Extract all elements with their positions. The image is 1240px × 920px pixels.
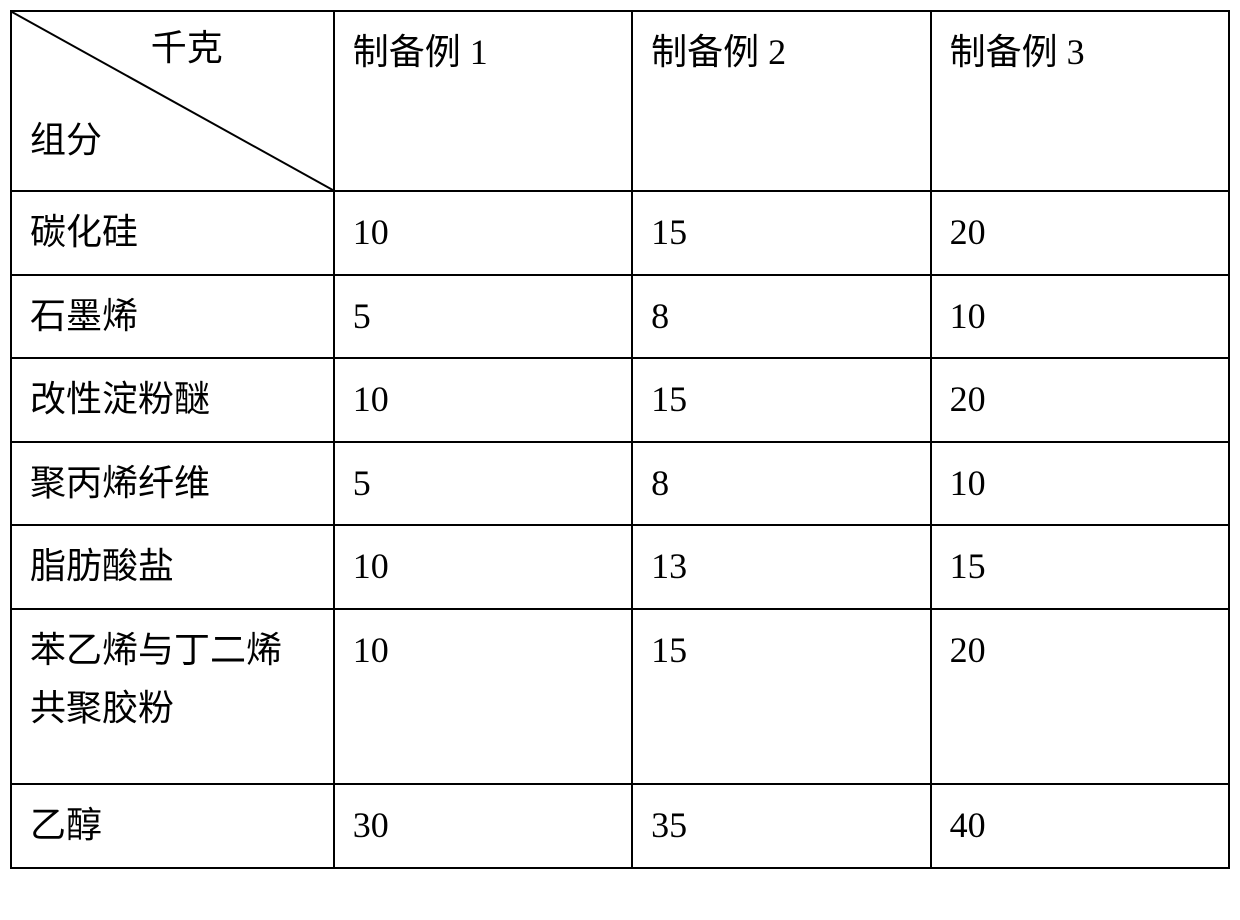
row-label: 碳化硅 xyxy=(11,191,334,275)
cell-value: 40 xyxy=(931,784,1229,868)
cell-value: 20 xyxy=(931,191,1229,275)
row-label: 苯乙烯与丁二烯共聚胶粉 xyxy=(11,609,334,784)
row-label: 乙醇 xyxy=(11,784,334,868)
table-header-row: 千克 组分 制备例 1 制备例 2 制备例 3 xyxy=(11,11,1229,191)
column-header-2: 制备例 2 xyxy=(632,11,930,191)
table-row: 石墨烯 5 8 10 xyxy=(11,275,1229,359)
table-row: 脂肪酸盐 10 13 15 xyxy=(11,525,1229,609)
row-label: 脂肪酸盐 xyxy=(11,525,334,609)
cell-value: 13 xyxy=(632,525,930,609)
diagonal-header-cell: 千克 组分 xyxy=(11,11,334,191)
cell-value: 20 xyxy=(931,609,1229,784)
table-row: 聚丙烯纤维 5 8 10 xyxy=(11,442,1229,526)
cell-value: 30 xyxy=(334,784,632,868)
table-row: 改性淀粉醚 10 15 20 xyxy=(11,358,1229,442)
table-row: 苯乙烯与丁二烯共聚胶粉 10 15 20 xyxy=(11,609,1229,784)
cell-value: 8 xyxy=(632,275,930,359)
cell-value: 10 xyxy=(931,275,1229,359)
cell-value: 20 xyxy=(931,358,1229,442)
composition-table-container: 千克 组分 制备例 1 制备例 2 制备例 3 碳化硅 10 15 20 石墨烯… xyxy=(10,10,1230,869)
table-row: 乙醇 30 35 40 xyxy=(11,784,1229,868)
row-label: 石墨烯 xyxy=(11,275,334,359)
cell-value: 5 xyxy=(334,442,632,526)
row-label: 改性淀粉醚 xyxy=(11,358,334,442)
cell-value: 15 xyxy=(931,525,1229,609)
cell-value: 10 xyxy=(931,442,1229,526)
cell-value: 35 xyxy=(632,784,930,868)
cell-value: 15 xyxy=(632,609,930,784)
table-row: 碳化硅 10 15 20 xyxy=(11,191,1229,275)
cell-value: 8 xyxy=(632,442,930,526)
composition-table: 千克 组分 制备例 1 制备例 2 制备例 3 碳化硅 10 15 20 石墨烯… xyxy=(10,10,1230,869)
cell-value: 15 xyxy=(632,358,930,442)
cell-value: 15 xyxy=(632,191,930,275)
cell-value: 5 xyxy=(334,275,632,359)
column-header-3: 制备例 3 xyxy=(931,11,1229,191)
cell-value: 10 xyxy=(334,358,632,442)
diagonal-bottom-label: 组分 xyxy=(30,112,102,170)
cell-value: 10 xyxy=(334,609,632,784)
cell-value: 10 xyxy=(334,525,632,609)
cell-value: 10 xyxy=(334,191,632,275)
row-label: 聚丙烯纤维 xyxy=(11,442,334,526)
column-header-1: 制备例 1 xyxy=(334,11,632,191)
diagonal-top-label: 千克 xyxy=(151,20,223,78)
